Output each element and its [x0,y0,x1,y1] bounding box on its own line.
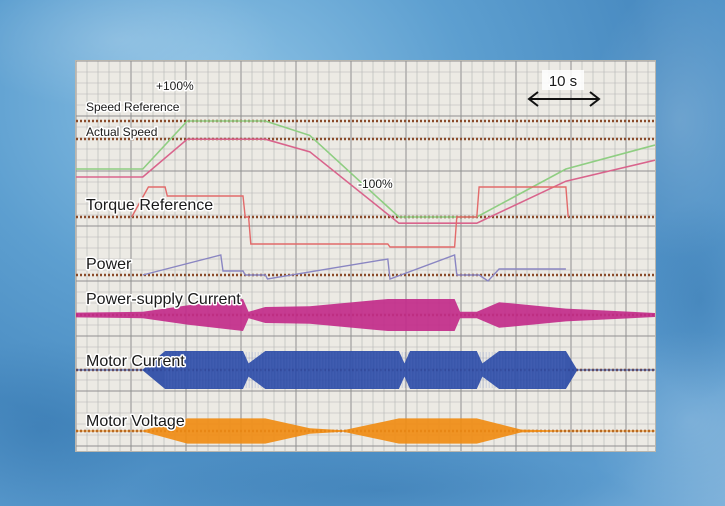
speed-upper-label: +100% [156,79,194,93]
trace-torque-reference [131,186,569,248]
channel-label-power: Power [86,256,132,273]
channel-label-actual-speed: Actual Speed [86,125,157,139]
chart-traces [76,120,655,444]
channel-label-motor-current: Motor Current [86,353,185,370]
trace-power [142,254,566,282]
time-scale-marker: 10 s [527,70,601,107]
channel-label-speed-reference: Speed Reference [86,100,180,114]
channel-label-power-supply-current: Power-supply Current [86,291,241,308]
oscilloscope-chart: 10 s +100% -100% Speed Reference Actual … [75,60,656,452]
chart-plot: 10 s +100% -100% Speed Reference Actual … [76,61,655,451]
time-scale-label: 10 s [549,73,577,90]
trace-motor-voltage [76,418,655,444]
speed-lower-label: -100% [358,177,393,191]
trace-speed-reference [76,120,655,218]
chart-grid [76,61,655,451]
trace-actual-speed [76,138,655,224]
trace-power-supply-current [76,299,655,331]
channel-label-motor-voltage: Motor Voltage [86,413,185,430]
channel-label-torque-reference: Torque Reference [86,197,213,214]
